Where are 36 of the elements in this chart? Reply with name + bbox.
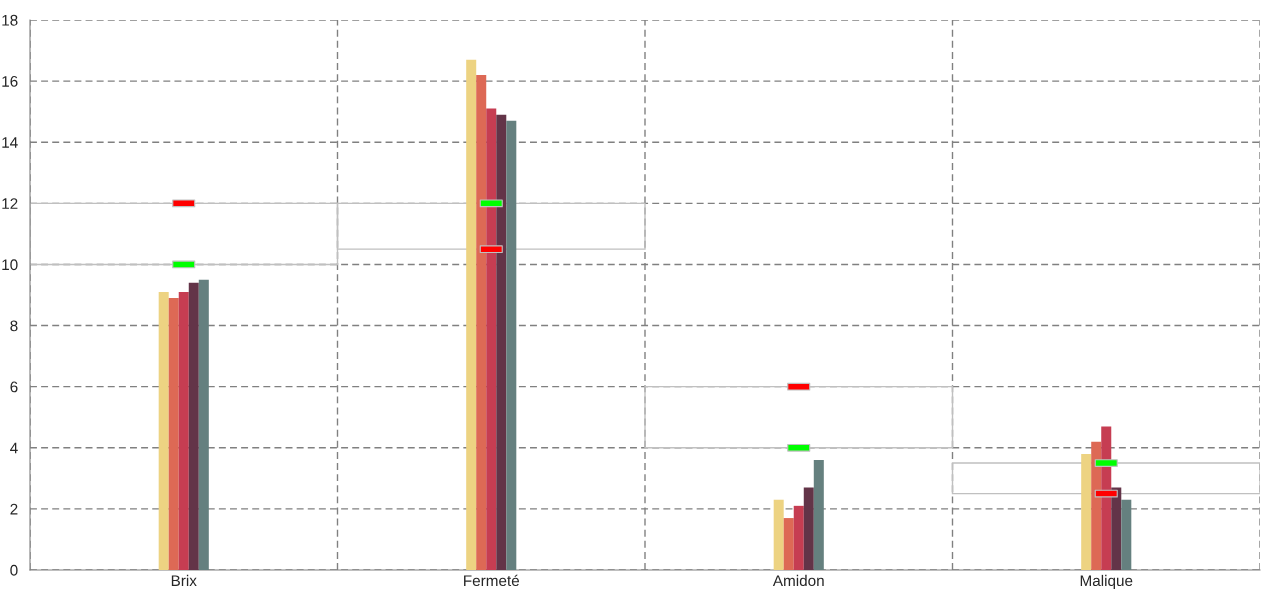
bar [486, 108, 497, 570]
y-tick-label: 16 [2, 75, 18, 87]
bar [198, 279, 209, 570]
bar [951, 462, 1260, 495]
bar [476, 75, 487, 570]
bar [158, 291, 169, 570]
y-tick-label: 18 [2, 14, 18, 26]
bar [783, 518, 794, 570]
bar [496, 114, 507, 570]
bar [466, 59, 477, 570]
bar [188, 282, 199, 570]
y-tick-label: 4 [10, 442, 18, 454]
y-tick-label: 12 [2, 198, 18, 209]
bar [1111, 487, 1122, 570]
bar [813, 460, 824, 570]
x-tick-label: Amidon [772, 574, 824, 587]
bar [178, 291, 189, 570]
y-tick-label: 6 [10, 381, 18, 393]
bar [803, 487, 814, 570]
bar [1121, 499, 1132, 570]
bar [793, 505, 804, 570]
y-tick-label: 2 [10, 503, 18, 515]
x-tick-label: Fermeté [464, 574, 520, 587]
y-tick-label: 14 [2, 137, 18, 148]
bar [1081, 453, 1092, 570]
x-tick-label: Malique [1080, 574, 1133, 590]
bar [1101, 426, 1112, 570]
bar [506, 120, 517, 570]
y-tick-label: 0 [10, 564, 18, 576]
bar [168, 298, 179, 570]
y-tick-label: 8 [10, 320, 18, 332]
bar [773, 499, 784, 570]
bar [644, 385, 954, 449]
y-tick-label: 10 [2, 259, 18, 271]
x-tick-label: Brix [171, 574, 197, 586]
bar [1091, 441, 1102, 570]
